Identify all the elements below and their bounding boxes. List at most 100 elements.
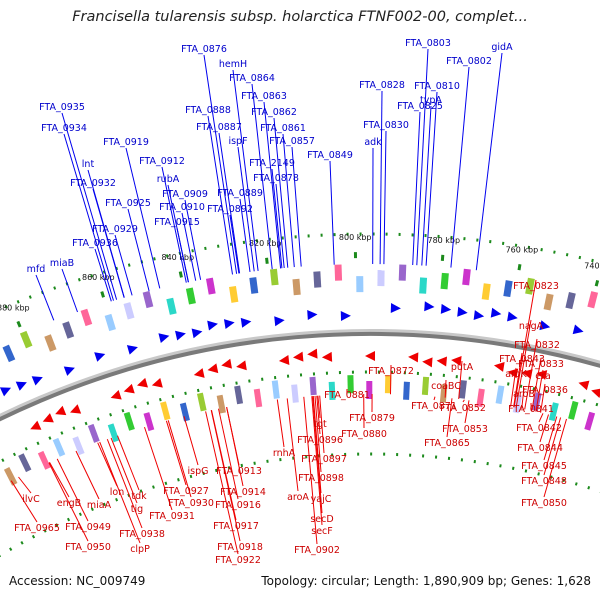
forward-gene-label: adk — [364, 137, 382, 148]
gene-label-leader — [458, 360, 463, 400]
forward-gene-label: FTA_0803 — [405, 38, 451, 49]
reverse-gene-label: FTA_0950 — [65, 542, 111, 553]
reverse-gene-label: yajC — [311, 494, 332, 505]
forward-gene-arrow — [31, 376, 43, 386]
feature-block — [62, 321, 75, 339]
feature-block — [18, 453, 32, 473]
backbone-layer — [0, 329, 600, 422]
forward-gene-arrow — [473, 310, 485, 321]
forward-gene-label: lnt — [82, 159, 95, 170]
reverse-gene-arrow — [451, 356, 462, 366]
feature-block — [2, 344, 16, 363]
reverse-gene-label: FTA_0965 — [14, 523, 60, 534]
gene-label-leader — [311, 396, 323, 526]
map-title: Francisella tularensis subsp. holarctica… — [72, 9, 528, 25]
gene-label-leader — [239, 198, 251, 272]
tick-mark — [594, 279, 600, 287]
gene-label-leader — [535, 369, 544, 412]
feature-block — [587, 291, 599, 309]
gene-label-leader — [61, 268, 78, 313]
gene-label-leader — [416, 48, 429, 266]
tick-layer: 740 kbp 760 kbp 780 kbp 800 kbp 820 kbp 840 k… — [0, 232, 600, 558]
reverse-gene-arrow — [278, 355, 290, 365]
forward-gene-arrow — [63, 366, 75, 376]
feature-block — [584, 411, 596, 431]
forward-gene-label: FTA_0828 — [359, 80, 405, 91]
feature-block — [328, 381, 336, 401]
feature-block — [476, 388, 485, 408]
reverse-gene-label: lon — [110, 487, 124, 498]
reverse-gene-label: tig — [131, 504, 143, 515]
feature-block — [495, 385, 505, 405]
reverse-gene-label: FTA_0844 — [517, 443, 563, 454]
forward-gene-label: miaB — [50, 258, 74, 269]
tick-mark — [16, 320, 22, 328]
feature-block — [291, 384, 299, 403]
reverse-gene-label: FTA_0832 — [514, 340, 560, 351]
gene-label-leader — [125, 147, 161, 289]
reverse-gene-arrow — [123, 383, 135, 394]
forward-gene-label: FTA_0810 — [414, 81, 460, 92]
feature-block — [179, 402, 190, 422]
reverse-gene-label: FTA_0871 — [411, 401, 457, 412]
reverse-gene-label: tdk — [131, 491, 147, 502]
reverse-gene-label: FTA_0852 — [440, 403, 486, 414]
gene-label-leader — [450, 66, 470, 268]
feature-block — [462, 268, 471, 286]
forward-gene-arrow — [539, 320, 551, 331]
feature-block — [160, 401, 171, 421]
forward-gene-arrow — [507, 311, 518, 322]
reverse-gene-label: FTA_0881 — [324, 390, 370, 401]
reverse-gene-label: FTA_0833 — [518, 359, 564, 370]
gene-label-leader — [425, 91, 438, 266]
gene-label-leader — [464, 400, 470, 424]
reverse-gene-arrow — [408, 352, 419, 363]
feature-block — [313, 271, 322, 288]
reverse-gene-label: FTA_0865 — [424, 438, 470, 449]
gene-label-leader — [475, 52, 503, 271]
forward-gene-label: FTA_0887 — [196, 122, 242, 133]
feature-block — [3, 467, 18, 486]
forward-gene-label: FTA_0802 — [446, 56, 492, 67]
gene-label-leader — [421, 105, 432, 266]
gene-label-leader — [167, 184, 189, 283]
feature-block — [366, 381, 373, 399]
gene-label-leader — [232, 69, 259, 271]
forward-gene-arrow — [340, 311, 351, 322]
feature-block — [249, 277, 259, 294]
forward-gene-label: hemH — [219, 59, 247, 70]
gene-label-leader — [165, 420, 187, 486]
reverse-gene-arrow — [55, 405, 67, 416]
gene-label-leader — [317, 395, 321, 419]
forward-gene-label: FTA_0857 — [269, 136, 315, 147]
gene-label-leader — [144, 426, 173, 511]
tick-mark — [265, 257, 269, 264]
gene-label-leader — [10, 480, 38, 523]
gene-label-leader — [273, 117, 289, 268]
gene-label-leader — [515, 319, 532, 408]
gene-label-leader — [276, 399, 285, 448]
gene-label-leader — [226, 407, 244, 487]
gene-label-leader — [314, 395, 322, 473]
gene-label-leader — [184, 199, 202, 280]
reverse-gene-label: FTA_0897 — [301, 454, 347, 465]
gene-label-leader — [97, 442, 118, 487]
reverse-gene-label: miaA — [87, 500, 112, 511]
gene-label-leader — [63, 133, 114, 301]
forward-gene-label: FTA_0849 — [307, 150, 353, 161]
gene-label-leader — [161, 166, 187, 283]
forward-gene-label: FTA_0912 — [139, 156, 185, 167]
feature-block — [458, 380, 467, 399]
reverse-gene-arrow — [307, 348, 318, 359]
gene-label-leader — [462, 399, 465, 403]
reverse-gene-label: FTA_0880 — [341, 429, 387, 440]
feature-block — [107, 423, 120, 443]
forward-gene-label: FTA_0915 — [154, 217, 200, 228]
forward-gene-label: rubA — [157, 174, 180, 185]
forward-gene-arrow — [572, 324, 584, 335]
forward-gene-label: FTA_0925 — [105, 198, 151, 209]
label-line-layer — [10, 48, 567, 555]
feature-block — [269, 268, 279, 286]
gene-label-leader — [543, 416, 558, 461]
forward-gene-label: FTA_0864 — [229, 73, 275, 84]
